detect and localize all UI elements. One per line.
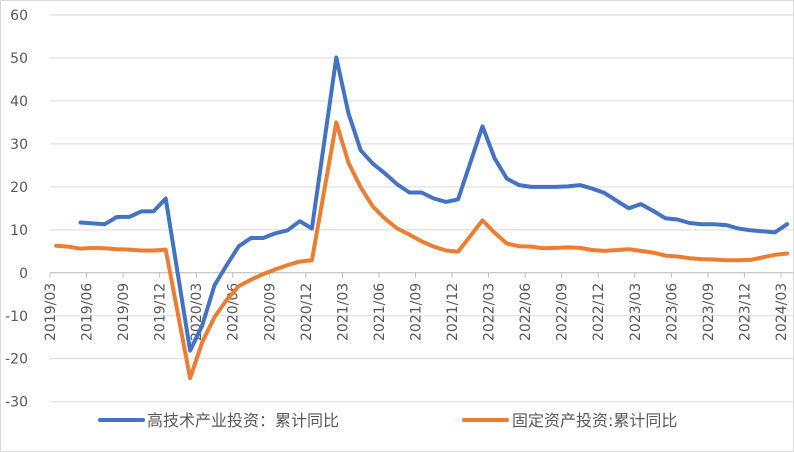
x-tick-label: 2019/03	[43, 283, 59, 341]
y-tick-label: 60	[10, 8, 28, 24]
series-line-1	[54, 120, 790, 381]
x-tick-label: 2023/06	[664, 283, 680, 341]
x-tick-label: 2022/12	[591, 283, 607, 341]
y-tick-label: -20	[5, 352, 28, 368]
x-tick-label: 2019/09	[116, 283, 132, 341]
y-tick-label: -30	[5, 395, 28, 411]
x-tick-label: 2022/06	[518, 283, 534, 341]
y-tick-label: 50	[10, 51, 28, 67]
legend-label: 固定资产投资:累计同比	[512, 411, 677, 430]
y-tick-label: 0	[19, 266, 28, 282]
x-tick-label: 2023/12	[737, 283, 753, 341]
x-tick-label: 2019/06	[80, 283, 96, 341]
series-line-0	[78, 55, 790, 353]
x-tick-label: 2022/03	[482, 283, 498, 341]
x-tick-label: 2020/09	[262, 283, 278, 341]
x-tick-label: 2021/12	[445, 283, 461, 341]
x-tick-label: 2023/03	[628, 283, 644, 341]
y-tick-label: -10	[5, 309, 28, 325]
x-tick-label: 2024/03	[774, 283, 790, 341]
legend-label: 高技术产业投资：累计同比	[147, 411, 339, 430]
x-tick-label: 2020/12	[299, 283, 315, 341]
x-tick-label: 2022/09	[555, 283, 571, 341]
y-tick-label: 40	[10, 94, 28, 110]
x-tick-label: 2023/09	[701, 283, 717, 341]
y-tick-label: 30	[10, 137, 28, 153]
x-tick-label: 2021/09	[408, 283, 424, 341]
x-tick-label: 2021/03	[335, 283, 351, 341]
y-tick-label: 20	[10, 180, 28, 196]
y-tick-label: 10	[10, 223, 28, 239]
x-tick-label: 2019/12	[153, 283, 169, 341]
x-tick-label: 2021/06	[372, 283, 388, 341]
